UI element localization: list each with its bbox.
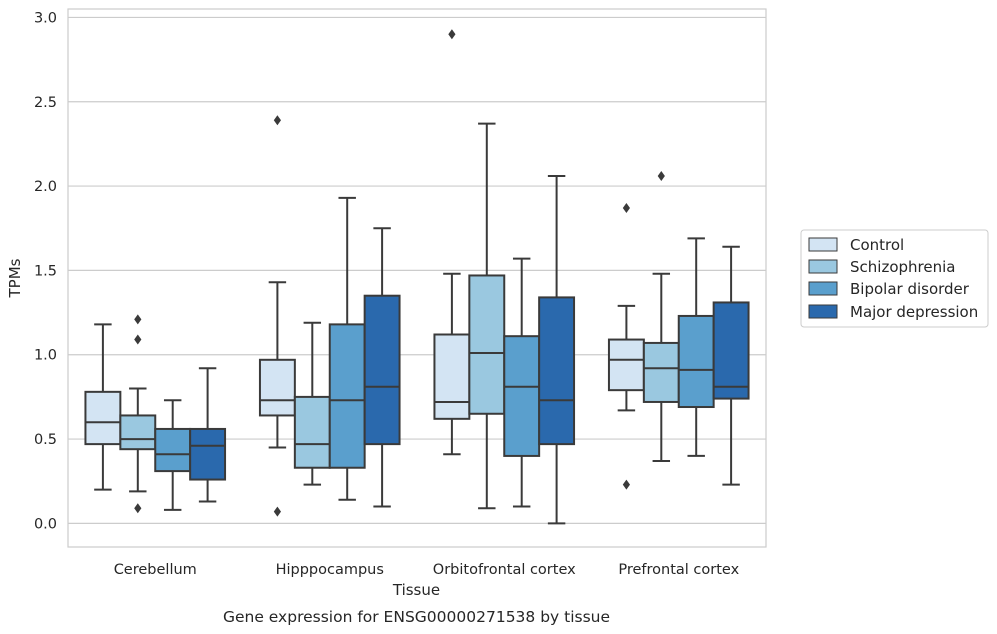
legend: Control Schizophrenia Bipolar disorder M… — [800, 229, 989, 328]
outlier-point — [134, 334, 142, 345]
legend-label-bipolar-disorder: Bipolar disorder — [850, 280, 970, 298]
box-iqr — [677, 314, 715, 409]
outlier-point — [273, 506, 281, 517]
x-tick-label: Hipppocampus — [276, 562, 384, 578]
x-axis-tick-labels: Cerebellum Hipppocampus Orbitofrontal cort… — [114, 562, 740, 578]
box-iqr — [642, 341, 680, 403]
box-iqr — [84, 390, 122, 446]
box-cerebellum-control — [84, 323, 122, 491]
box-iqr — [258, 358, 296, 417]
box-iqr — [293, 395, 331, 469]
outlier-point — [657, 170, 665, 181]
legend-label-control: Control — [850, 236, 904, 254]
x-tick-label: Cerebellum — [114, 562, 197, 578]
box-iqr — [189, 427, 227, 481]
box-iqr — [363, 294, 401, 446]
box-iqr — [468, 274, 506, 415]
y-tick-label: 2.5 — [34, 95, 57, 111]
outlier-point — [134, 503, 142, 514]
box-iqr — [538, 296, 576, 446]
chart-caption: Gene expression for ENSG00000271538 by t… — [223, 608, 610, 626]
outlier-point — [134, 314, 142, 325]
x-tick-label: Prefrontal cortex — [618, 562, 739, 578]
box-hipppocampus-bipolar-disorder — [328, 196, 366, 501]
y-axis-label: TPMs — [6, 258, 24, 298]
y-tick-label: 0.0 — [34, 516, 57, 532]
box-iqr — [433, 333, 471, 420]
y-axis-tick-labels: 0.0 0.5 1.0 1.5 2.0 2.5 3.0 — [34, 10, 57, 532]
legend-swatch-control — [808, 237, 838, 252]
box-hipppocampus-schizophrenia — [293, 321, 331, 486]
box-iqr — [712, 301, 750, 400]
box-orbitofrontal-cortex-major-depression — [538, 174, 576, 525]
boxes-layer — [84, 29, 750, 525]
legend-swatch-schizophrenia — [808, 259, 838, 274]
box-prefrontal-cortex-major-depression — [712, 245, 750, 486]
y-tick-label: 3.0 — [34, 10, 57, 26]
box-cerebellum-bipolar-disorder — [154, 399, 192, 511]
box-cerebellum-major-depression — [189, 367, 227, 503]
outlier-point — [448, 29, 456, 40]
box-iqr — [607, 338, 645, 392]
box-prefrontal-cortex-bipolar-disorder — [677, 237, 715, 457]
box-orbitofrontal-cortex-control — [433, 29, 471, 456]
box-iqr — [328, 323, 366, 469]
legend-label-major-depression: Major depression — [850, 303, 978, 321]
box-hipppocampus-major-depression — [363, 227, 401, 508]
box-iqr — [119, 414, 157, 451]
legend-swatch-bipolar-disorder — [808, 281, 838, 296]
outlier-point — [622, 203, 630, 214]
legend-label-schizophrenia: Schizophrenia — [850, 258, 955, 276]
box-iqr — [154, 427, 192, 473]
box-orbitofrontal-cortex-schizophrenia — [468, 122, 506, 510]
x-axis-label: Tissue — [392, 581, 440, 599]
legend-frame — [800, 229, 989, 328]
outlier-point — [273, 115, 281, 126]
y-tick-label: 1.0 — [34, 348, 57, 364]
legend-swatch-major-depression — [808, 304, 838, 319]
y-tick-label: 1.5 — [34, 263, 57, 279]
x-tick-label: Orbitofrontal cortex — [433, 562, 576, 578]
outlier-point — [622, 479, 630, 490]
y-tick-label: 0.5 — [34, 432, 57, 448]
plot-frame — [67, 8, 767, 548]
box-cerebellum-schizophrenia — [119, 314, 157, 514]
box-prefrontal-cortex-schizophrenia — [642, 170, 680, 462]
box-hipppocampus-control — [258, 115, 296, 517]
box-orbitofrontal-cortex-bipolar-disorder — [503, 257, 541, 508]
y-tick-label: 2.0 — [34, 179, 57, 195]
box-prefrontal-cortex-control — [607, 203, 645, 490]
box-iqr — [503, 335, 541, 457]
